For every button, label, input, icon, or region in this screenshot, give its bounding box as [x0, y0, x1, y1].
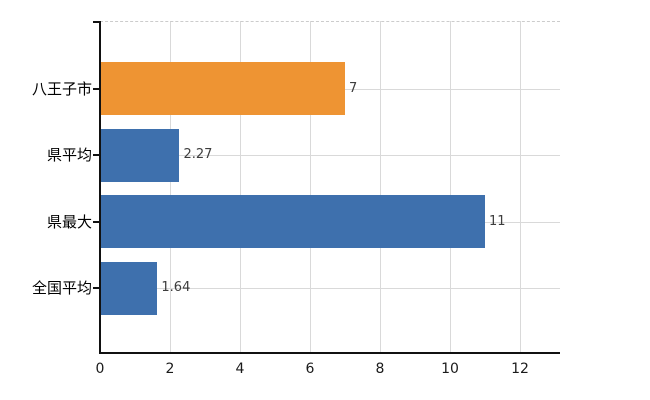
gridline-vertical — [310, 21, 311, 353]
x-tick-label: 6 — [305, 361, 315, 377]
gridline-vertical — [380, 21, 381, 353]
value-label: 2.27 — [183, 147, 213, 162]
gridline-horizontal — [101, 288, 560, 289]
bar — [101, 195, 485, 248]
gridline-vertical — [520, 21, 521, 353]
x-tick-label: 8 — [375, 361, 385, 377]
y-axis-tick — [93, 21, 99, 23]
y-axis-tick — [93, 154, 99, 156]
y-axis-line — [99, 21, 101, 354]
x-tick-label: 4 — [235, 361, 245, 377]
category-label: 全国平均 — [31, 279, 92, 297]
bar — [101, 128, 179, 182]
gridline-vertical — [240, 21, 241, 353]
x-axis-line — [99, 352, 560, 354]
x-tick-label: 0 — [95, 361, 105, 377]
x-tick-label: 2 — [165, 361, 175, 377]
category-label: 八王子市 — [31, 79, 92, 98]
y-axis-tick — [93, 287, 99, 289]
value-label: 1.64 — [161, 280, 191, 295]
gridline-vertical — [450, 21, 451, 353]
value-label: 11 — [489, 213, 506, 229]
x-tick-label: 12 — [511, 361, 529, 377]
category-label: 県平均 — [46, 146, 92, 164]
category-label: 県最大 — [46, 212, 92, 231]
gridline-horizontal — [101, 155, 560, 156]
bar — [101, 261, 157, 315]
value-label: 7 — [349, 80, 358, 96]
y-axis-tick — [93, 87, 99, 90]
x-tick-label: 10 — [441, 361, 459, 377]
plot-top-border — [100, 21, 560, 22]
y-axis-tick — [93, 220, 99, 223]
gridline-vertical — [170, 21, 171, 353]
bar — [101, 62, 345, 115]
